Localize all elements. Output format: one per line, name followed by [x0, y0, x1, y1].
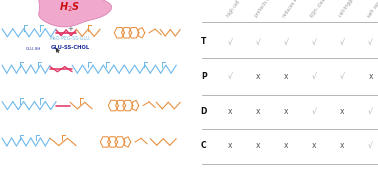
Text: x: x: [256, 106, 260, 116]
Text: √: √: [312, 72, 317, 81]
Text: self- assembles: self- assembles: [367, 0, 378, 18]
Text: H$_2$S: H$_2$S: [59, 0, 81, 14]
Text: √: √: [368, 106, 373, 116]
Text: MeO-PEG-SS-GLU,: MeO-PEG-SS-GLU,: [49, 36, 91, 41]
Text: √: √: [312, 37, 317, 46]
Text: √: √: [368, 37, 373, 46]
Text: x: x: [284, 106, 288, 116]
Text: reduces ROS: reduces ROS: [282, 0, 303, 18]
Text: cell-triggerable H₂S: cell-triggerable H₂S: [338, 0, 368, 18]
Text: x: x: [368, 72, 373, 81]
Text: x: x: [256, 72, 260, 81]
Text: x: x: [312, 141, 316, 150]
Text: +: +: [67, 26, 73, 32]
Text: x: x: [228, 106, 232, 116]
Text: √: √: [228, 72, 232, 81]
Text: x: x: [228, 141, 232, 150]
Text: √: √: [368, 141, 373, 150]
Text: GLU-SH: GLU-SH: [26, 47, 42, 51]
Text: T: T: [201, 37, 207, 46]
Text: √: √: [312, 106, 317, 116]
Text: C: C: [201, 141, 207, 150]
Text: x: x: [340, 141, 345, 150]
Text: GLU-SS-CHOL: GLU-SS-CHOL: [51, 45, 90, 50]
Text: high cell viability: high cell viability: [226, 0, 252, 18]
Text: x: x: [340, 106, 345, 116]
Text: √: √: [256, 37, 260, 46]
Text: RSH- cleavable: RSH- cleavable: [310, 0, 334, 18]
Text: x: x: [256, 141, 260, 150]
Text: x: x: [284, 141, 288, 150]
Text: √: √: [340, 37, 345, 46]
Text: √: √: [284, 37, 288, 46]
Polygon shape: [39, 0, 112, 27]
Text: D: D: [201, 106, 207, 116]
Text: √: √: [340, 72, 345, 81]
Text: P: P: [201, 72, 207, 81]
Text: protects cells: protects cells: [254, 0, 276, 18]
Text: √: √: [228, 37, 232, 46]
Text: x: x: [284, 72, 288, 81]
